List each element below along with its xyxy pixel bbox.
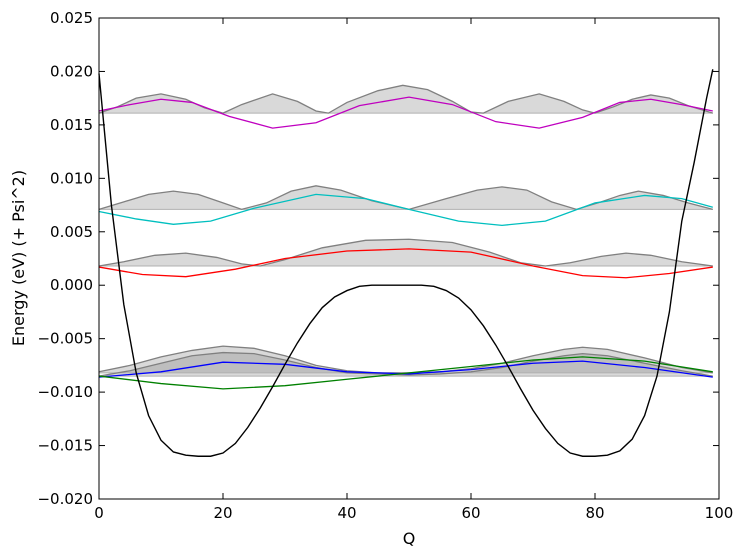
wavefunction-curve-2 — [98, 248, 713, 279]
density-fill-1 — [99, 346, 713, 373]
x-axis-label: Q — [403, 529, 416, 548]
x-tick-label: 100 — [705, 504, 734, 522]
y-tick-label: 0.010 — [50, 169, 93, 187]
density-curve-0 — [98, 351, 713, 377]
x-tick-label: 60 — [461, 504, 480, 522]
wavefunction-curves — [98, 96, 713, 390]
wavefunction-curve-4 — [98, 96, 713, 129]
wavefunction-curve-1 — [98, 356, 713, 390]
wavefunction-curve-3 — [98, 193, 713, 227]
y-axis-ticks: −0.020 −0.015 −0.010 −0.005 0.000 0.005 0.010 0… — [37, 9, 719, 508]
density-curve-2 — [98, 238, 713, 267]
y-tick-label: 0.020 — [50, 62, 93, 80]
density-fill-4 — [99, 85, 713, 114]
y-tick-label: 0.005 — [50, 223, 93, 241]
plot-frame — [98, 17, 720, 500]
potential-line — [98, 69, 714, 457]
y-tick-label: −0.015 — [37, 437, 93, 455]
x-tick-label: 0 — [94, 504, 104, 522]
density-fills — [99, 85, 713, 377]
y-tick-label: −0.010 — [37, 383, 93, 401]
wavefunction-curve-0 — [98, 360, 713, 378]
y-tick-label: −0.020 — [37, 490, 93, 508]
y-tick-label: 0.000 — [50, 276, 93, 294]
y-tick-label: 0.025 — [50, 9, 93, 27]
x-axis-ticks: 0 20 40 60 80 100 — [94, 18, 733, 522]
density-curves — [98, 84, 713, 377]
y-tick-label: 0.015 — [50, 116, 93, 134]
density-fill-2 — [99, 239, 713, 266]
density-fill-3 — [99, 185, 713, 210]
x-tick-label: 80 — [585, 504, 604, 522]
potential-curve — [98, 69, 714, 457]
x-tick-label: 20 — [213, 504, 232, 522]
y-tick-label: −0.005 — [37, 330, 93, 348]
y-axis-label: Energy (eV) (+ Psi^2) — [9, 170, 28, 346]
x-tick-label: 40 — [337, 504, 356, 522]
